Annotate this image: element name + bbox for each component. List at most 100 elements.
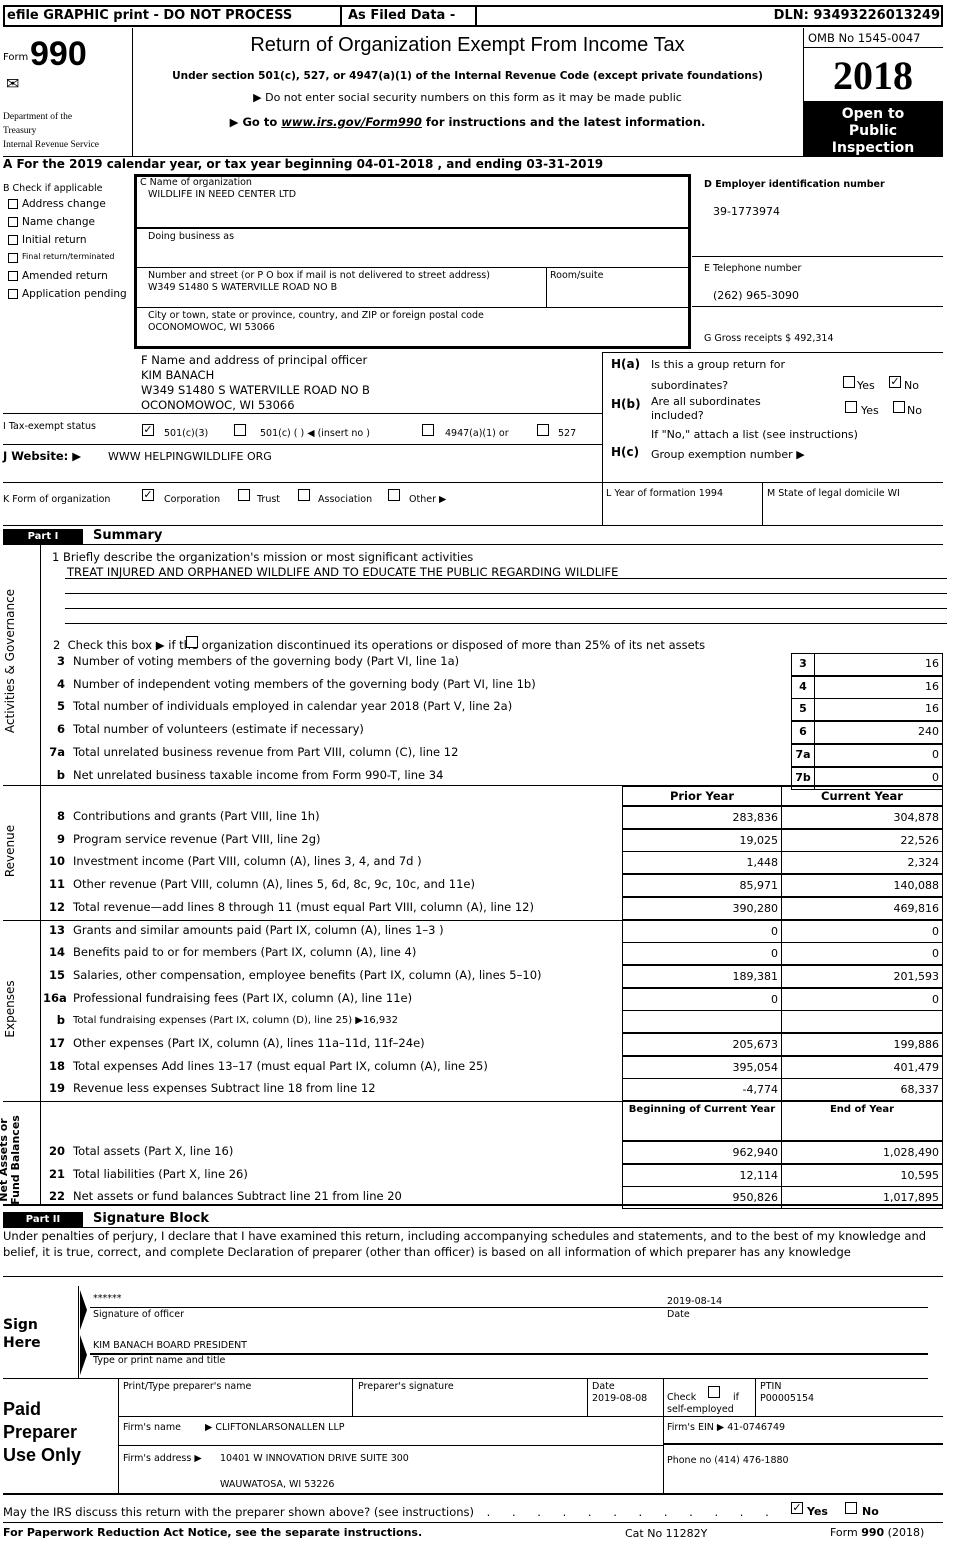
row-value: 240 [815, 721, 943, 744]
part2-title: Signature Block [93, 1211, 210, 1226]
city: OCONOMOWOC, WI 53066 [148, 322, 275, 333]
as-filed-label: As Filed Data - [348, 8, 456, 23]
sign-arrow-icon [80, 1290, 87, 1330]
preparer-phone: Phone no (414) 476-1880 [667, 1455, 789, 1466]
row-number: 5 [56, 699, 65, 713]
527-label: 527 [558, 428, 577, 439]
penalty-statement: Under penalties of perjury, I declare th… [3, 1229, 927, 1259]
current-value [782, 1010, 943, 1033]
row-value: 16 [815, 653, 943, 676]
b-item-label: Final return/terminated [22, 252, 115, 261]
current-value: 199,886 [782, 1033, 943, 1056]
trust-checkbox[interactable] [238, 489, 250, 501]
form-subtitle: Under section 501(c), 527, or 4947(a)(1)… [172, 70, 763, 82]
fin-row: 11 Other revenue (Part VIII, column (A),… [40, 874, 620, 897]
irs-link[interactable]: www.irs.gov/Form990 [281, 115, 422, 129]
discuss-no-label: No [862, 1505, 879, 1518]
b-checkbox[interactable] [8, 271, 18, 281]
prior-value: -4,774 [622, 1078, 782, 1101]
fin-row: 15 Salaries, other compensation, employe… [40, 965, 620, 988]
row-number: b [56, 768, 65, 782]
trust-label: Trust [257, 494, 281, 505]
501c3-checkbox[interactable]: ✓ [142, 423, 154, 436]
b-checkbox[interactable] [8, 289, 18, 299]
row-value: 0 [815, 744, 943, 767]
fin-row: 18 Total expenses Add lines 13–17 (must … [40, 1056, 620, 1079]
row-number: 17 [48, 1036, 65, 1050]
ptin: P00005154 [760, 1393, 815, 1404]
gov-row: 7a Total unrelated business revenue from… [40, 744, 790, 767]
signature-value[interactable]: ****** [93, 1293, 122, 1304]
b-checkbox[interactable] [8, 199, 18, 209]
signature-date: 2019-08-14 [667, 1296, 723, 1307]
section-c-box [134, 174, 691, 349]
fin-row: 16a Professional fundraising fees (Part … [40, 988, 620, 1011]
discuss-question: May the IRS discuss this return with the… [3, 1505, 778, 1519]
line1-label: 1 Briefly describe the organization's mi… [52, 550, 474, 564]
gov-row: 3 Number of voting members of the govern… [40, 653, 790, 676]
ha-label: H(a) [611, 357, 641, 371]
ha-yes-checkbox[interactable] [843, 376, 855, 388]
ha-no-checkbox[interactable]: ✓ [889, 375, 901, 388]
website[interactable]: WWW HELPINGWILDLIFE ORG [108, 450, 272, 463]
preparer-date: 2019-08-08 [592, 1393, 648, 1404]
row-label: Total fundraising expenses (Part IX, col… [73, 1015, 398, 1026]
hb-yes-checkbox[interactable] [845, 401, 857, 413]
row-number: b [56, 1013, 65, 1027]
side-net-assets: Net Assets or Fund Balances [0, 1115, 22, 1205]
org-name-label: C Name of organization [140, 177, 252, 188]
row-value: 16 [815, 676, 943, 699]
sign-here: Sign Here [3, 1317, 41, 1351]
row-label: Investment income (Part VIII, column (A)… [73, 854, 422, 868]
form-word: Form [3, 52, 29, 63]
527-checkbox[interactable] [537, 424, 549, 436]
row-box: 6 [791, 721, 815, 744]
row-label: Total number of volunteers (estimate if … [73, 722, 364, 736]
b-checkbox[interactable] [8, 217, 18, 227]
preparer-signature-label: Preparer's signature [358, 1381, 454, 1392]
prior-value: 950,826 [622, 1186, 782, 1209]
firm-name-label: Firm's name [123, 1422, 181, 1433]
association-label: Association [318, 494, 373, 505]
part2-tag: Part II [3, 1212, 83, 1227]
form-number: 990 [30, 35, 87, 73]
discuss-yes-label: Yes [807, 1505, 828, 1518]
prior-value: 962,940 [622, 1141, 782, 1164]
4947-checkbox[interactable] [422, 424, 434, 436]
gov-row: 5 Total number of individuals employed i… [40, 698, 790, 721]
row-label: Total number of individuals employed in … [73, 699, 513, 713]
state-domicile: M State of legal domicile WI [767, 488, 900, 499]
row-label: Revenue less expenses Subtract line 18 f… [73, 1081, 376, 1095]
discuss-yes-checkbox[interactable]: ✓ [791, 1501, 803, 1514]
form-title: Return of Organization Exempt From Incom… [250, 34, 685, 56]
b-checkbox[interactable] [8, 235, 18, 245]
current-value: 0 [782, 942, 943, 965]
b-item-label: Name change [22, 216, 95, 228]
self-employed-label: self-employed [667, 1404, 734, 1415]
self-employed-checkbox[interactable] [708, 1386, 720, 1398]
b-checkbox[interactable] [8, 253, 18, 263]
501c-checkbox[interactable] [234, 424, 246, 436]
firm-address-label: Firm's address ▶ [123, 1453, 202, 1464]
prior-value: 189,381 [622, 965, 782, 988]
discontinued-checkbox[interactable] [186, 636, 198, 648]
hb-no-checkbox[interactable] [893, 401, 905, 413]
current-value: 401,479 [782, 1056, 943, 1079]
gov-row: 4 Number of independent voting members o… [40, 676, 790, 699]
prior-value [622, 1010, 782, 1033]
prior-value: 205,673 [622, 1033, 782, 1056]
prior-value: 0 [622, 920, 782, 943]
row-number: 11 [48, 877, 65, 891]
discuss-no-checkbox[interactable] [845, 1502, 857, 1514]
row-value: 16 [815, 698, 943, 721]
row-number: 16a [43, 991, 67, 1005]
ptin-label: PTIN [760, 1381, 782, 1392]
row-value: 0 [815, 767, 943, 790]
section-b-title: B Check if applicable [3, 183, 103, 194]
other-checkbox[interactable] [388, 489, 400, 501]
ein: 39-1773974 [713, 205, 780, 218]
row-number: 18 [48, 1059, 65, 1073]
corporation-checkbox[interactable]: ✓ [142, 488, 154, 501]
association-checkbox[interactable] [298, 489, 310, 501]
city-label: City or town, state or province, country… [148, 310, 484, 321]
